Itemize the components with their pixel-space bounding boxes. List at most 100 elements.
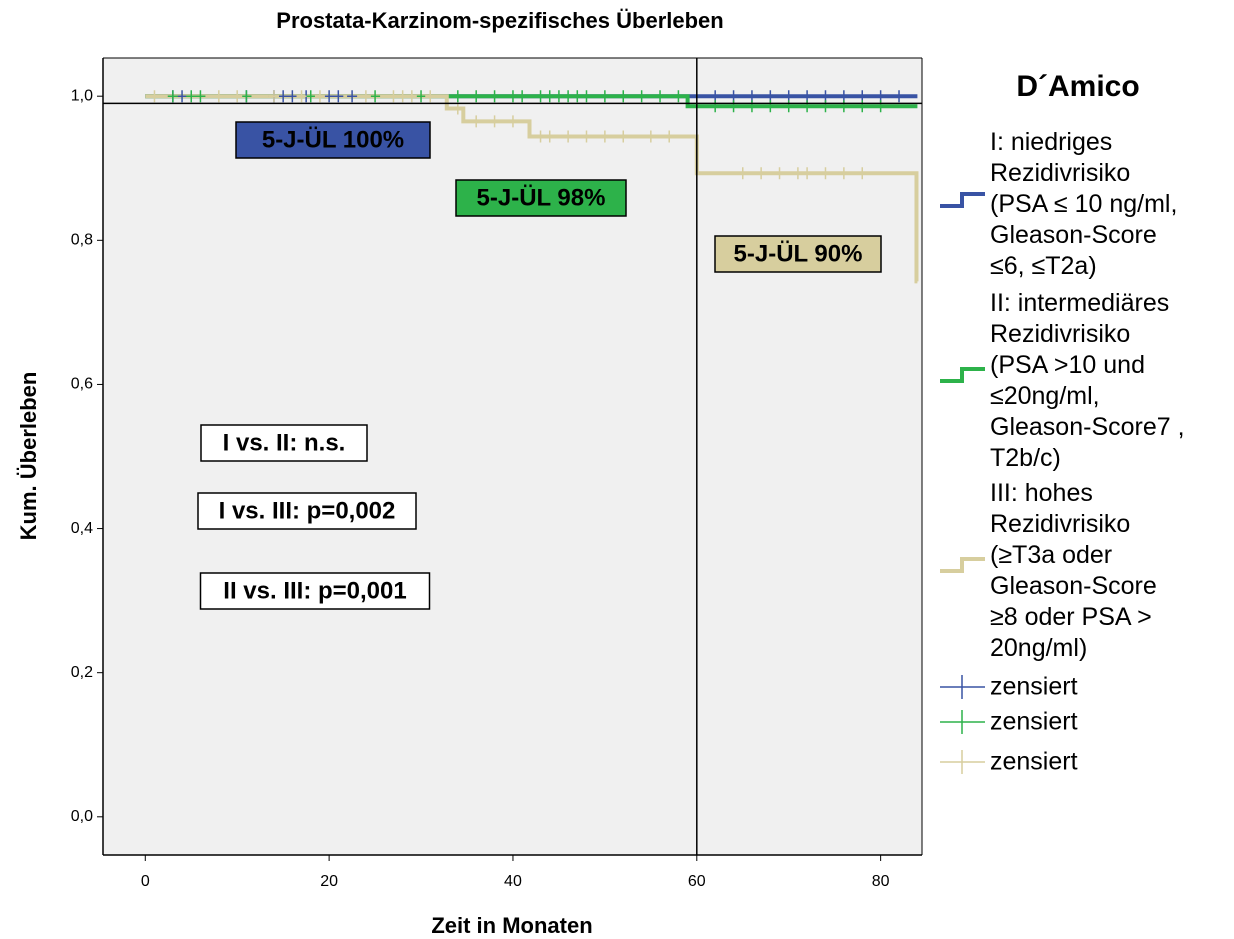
censor-mark bbox=[489, 90, 500, 103]
censor-mark bbox=[783, 90, 794, 103]
legend-label: I: niedriges Rezidivrisiko (PSA ≤ 10 ng/ml… bbox=[990, 128, 1177, 280]
censor-mark bbox=[783, 100, 794, 113]
annotation-box bbox=[197, 492, 417, 530]
censor-mark bbox=[544, 90, 555, 103]
legend-symbol bbox=[940, 367, 985, 383]
censor-mark bbox=[167, 90, 178, 103]
legend-label-line: (PSA >10 und bbox=[990, 351, 1145, 379]
censor-mark bbox=[728, 90, 739, 103]
censor-mark bbox=[195, 90, 206, 103]
legend-censor-symbol bbox=[940, 675, 985, 699]
legend-label-line: ≤20ng/ml, bbox=[990, 382, 1100, 410]
censor-mark bbox=[324, 90, 335, 103]
censor-mark bbox=[305, 90, 316, 103]
censor-mark bbox=[471, 90, 482, 103]
legend-label-line: II: intermediäres bbox=[990, 289, 1169, 317]
censor-mark bbox=[370, 90, 381, 103]
legend-title: D´Amico bbox=[1016, 70, 1139, 103]
censor-mark bbox=[838, 167, 849, 180]
legend-label-line: ≥8 oder PSA > bbox=[990, 603, 1152, 631]
censor-mark bbox=[452, 102, 463, 115]
chart-title: Prostata-Karzinom-spezifisches Überleben bbox=[276, 8, 723, 33]
y-tick-label: 0,8 bbox=[71, 232, 93, 249]
censor-mark bbox=[765, 90, 776, 103]
legend-label-line: Rezidivrisiko bbox=[990, 159, 1130, 187]
x-tick-label: 40 bbox=[504, 873, 522, 890]
legend-label-line: Gleason-Score7 , bbox=[990, 413, 1185, 441]
y-tick-label: 1,0 bbox=[71, 87, 93, 104]
legend-label: III: hohes Rezidivrisiko (≥T3a oder Gleason… bbox=[990, 479, 1157, 662]
survival-curve bbox=[145, 94, 919, 284]
censor-mark bbox=[471, 115, 482, 128]
censor-mark bbox=[360, 90, 371, 103]
censor-mark bbox=[507, 115, 518, 128]
annotation-box bbox=[235, 121, 431, 159]
censor-mark bbox=[278, 90, 289, 103]
censor-mark bbox=[857, 167, 868, 180]
x-tick-label: 20 bbox=[320, 873, 338, 890]
legend-symbol bbox=[940, 557, 985, 573]
censor-mark bbox=[535, 90, 546, 103]
censor-mark bbox=[563, 130, 574, 143]
censor-mark bbox=[655, 90, 666, 103]
censor-mark bbox=[710, 100, 721, 113]
censor-mark bbox=[673, 90, 684, 103]
censor-mark bbox=[599, 90, 610, 103]
censor-mark bbox=[710, 90, 721, 103]
annotation-text: I vs. III: p=0,002 bbox=[219, 497, 396, 524]
censor-mark bbox=[802, 90, 813, 103]
legend-symbol bbox=[940, 192, 985, 208]
censor-mark bbox=[544, 130, 555, 143]
censor-mark bbox=[507, 90, 518, 103]
x-tick-label: 0 bbox=[141, 873, 150, 890]
legend-censor-symbol bbox=[940, 750, 985, 774]
censor-mark bbox=[553, 90, 564, 103]
censor-mark bbox=[581, 90, 592, 103]
censor-mark bbox=[875, 90, 886, 103]
censor-mark bbox=[792, 167, 803, 180]
y-tick-label: 0,6 bbox=[71, 376, 93, 393]
legend-censor-label: zensiert bbox=[990, 748, 1078, 776]
legend-label-line: (≥T3a oder bbox=[990, 541, 1112, 569]
legend-label-line: Rezidivrisiko bbox=[990, 510, 1130, 538]
censor-mark bbox=[820, 100, 831, 113]
censor-mark bbox=[820, 167, 831, 180]
censor-mark bbox=[149, 90, 160, 103]
censor-mark bbox=[746, 100, 757, 113]
censor-mark bbox=[820, 90, 831, 103]
x-axis-title: Zeit in Monaten bbox=[431, 913, 592, 938]
legend-label-line: I: niedriges bbox=[990, 128, 1112, 156]
annotation-box bbox=[455, 179, 627, 217]
censor-mark bbox=[645, 130, 656, 143]
censor-mark bbox=[563, 90, 574, 103]
annotation-text: I vs. II: n.s. bbox=[223, 429, 346, 456]
censor-mark bbox=[618, 90, 629, 103]
censor-mark bbox=[397, 90, 408, 103]
censor-mark bbox=[664, 130, 675, 143]
censor-mark bbox=[599, 130, 610, 143]
censor-mark bbox=[636, 90, 647, 103]
censor-mark bbox=[347, 90, 358, 103]
censor-mark bbox=[186, 90, 197, 103]
censor-mark bbox=[535, 130, 546, 143]
censor-mark bbox=[857, 90, 868, 103]
y-tick-label: 0,4 bbox=[71, 520, 93, 537]
censor-mark bbox=[213, 90, 224, 103]
x-tick-label: 80 bbox=[872, 873, 890, 890]
legend-label-line: Rezidivrisiko bbox=[990, 320, 1130, 348]
annotation-box bbox=[200, 424, 368, 462]
censor-mark bbox=[838, 100, 849, 113]
censor-mark bbox=[894, 90, 905, 103]
censor-mark bbox=[388, 90, 399, 103]
censor-mark bbox=[517, 90, 528, 103]
annotation-text: 5-J-ÜL 98% bbox=[477, 184, 606, 211]
y-tick-label: 0,0 bbox=[71, 808, 93, 825]
censor-mark bbox=[838, 90, 849, 103]
censor-mark bbox=[765, 100, 776, 113]
annotation-box bbox=[199, 572, 431, 610]
censor-mark bbox=[774, 167, 785, 180]
censor-mark bbox=[177, 90, 188, 103]
legend-label-line: (PSA ≤ 10 ng/ml, bbox=[990, 190, 1177, 218]
censor-mark bbox=[802, 100, 813, 113]
censor-mark bbox=[333, 90, 344, 103]
